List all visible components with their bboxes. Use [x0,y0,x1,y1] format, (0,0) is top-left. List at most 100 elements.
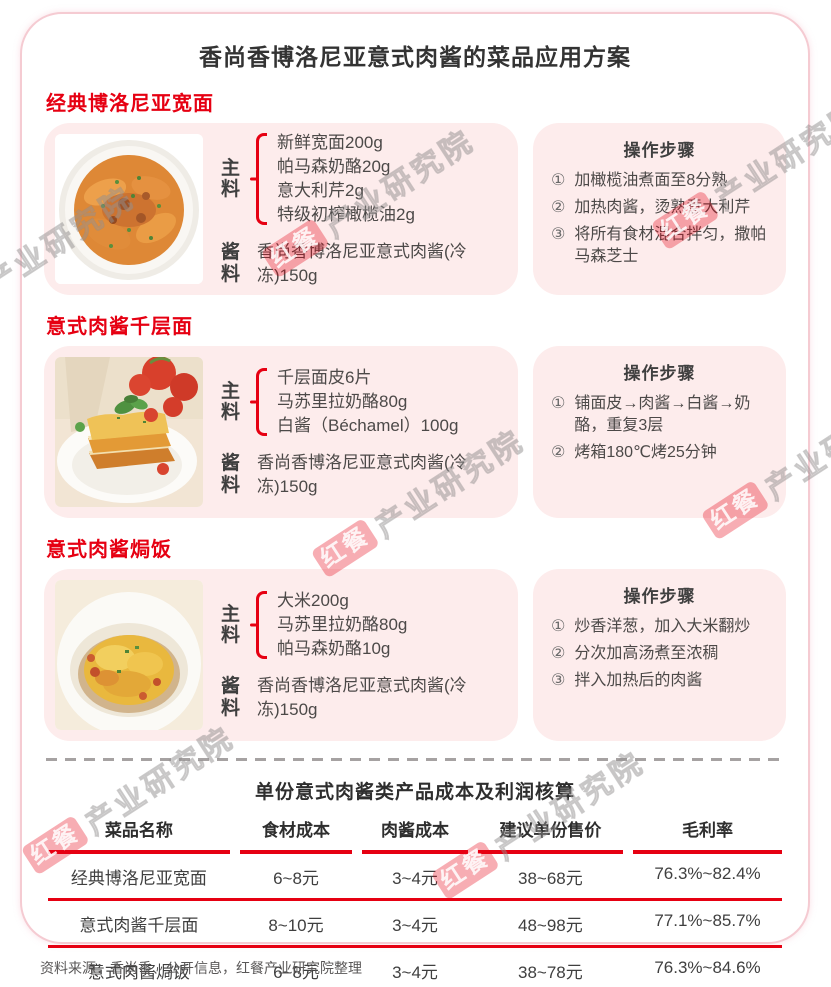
ingredients-panel: 主料 大米200g 马苏里拉奶酪80g 帕马森奶酪10g 酱料 香尚香博洛尼亚意… [44,569,518,741]
column-header: 菜品名称 [48,816,230,854]
step-item: ② 分次加高汤煮至浓稠 [551,643,768,665]
sauce-value: 香尚香博洛尼亚意式肉酱(冷冻)150g [257,676,467,719]
main-ingredients-label: 主料 [221,603,241,647]
main-ingredients-row: 主料 新鲜宽面200g 帕马森奶酪20g 意大利芹2g 特级初榨橄榄油2g [221,131,505,228]
brace-icon [256,367,267,437]
steps-title: 操作步骤 [623,587,696,606]
table-row: 意式肉酱焗饭 6~8元 3~4元 38~78元 76.3%~84.6% [48,948,782,987]
recipe-section-pappardelle: 经典博洛尼亚宽面 [44,87,786,295]
ingredient-item: 大米200g [277,590,349,610]
content-card: 香尚香博洛尼亚意式肉酱的菜品应用方案 经典博洛尼亚宽面 [20,12,810,982]
step-number: ③ [551,672,566,690]
cost-table-title: 单份意式肉酱类产品成本及利润核算 [254,782,575,803]
step-text: 铺面皮→肉酱→白酱→奶酪，重复3层 [574,395,751,435]
recipe-section-lasagna: 意式肉酱千层面 [44,310,786,518]
table-cell: 意式肉酱千层面 [79,916,199,935]
sauce-row: 酱料 香尚香博洛尼亚意式肉酱(冷冻)150g [221,240,505,287]
table-cell: 意式肉酱焗饭 [87,963,190,982]
step-item: ① 铺面皮→肉酱→白酱→奶酪，重复3层 [551,393,768,437]
table-row: 经典博洛尼亚宽面 6~8元 3~4元 38~68元 76.3%~82.4% [48,854,782,901]
step-text: 拌入加热后的肉酱 [574,672,703,690]
sauce-value: 香尚香博洛尼亚意式肉酱(冷冻)150g [257,242,467,285]
recipe-title: 意式肉酱焗饭 [46,539,172,561]
ingredient-item: 千层面皮6片 [277,367,372,387]
step-text: 分次加高汤煮至浓稠 [574,645,719,663]
sauce-value: 香尚香博洛尼亚意式肉酱(冷冻)150g [257,453,467,496]
step-number: ③ [551,226,566,244]
step-number: ① [551,172,566,189]
ingredient-item: 马苏里拉奶酪80g [277,391,408,411]
step-item: ① 加橄榄油煮面至8分熟 [551,170,768,192]
step-number: ② [551,645,566,663]
dashed-divider [46,758,784,761]
step-number: ② [551,444,566,462]
step-item: ① 炒香洋葱，加入大米翻炒 [551,616,768,638]
step-item: ③ 将所有食材混合拌匀，撒帕马森芝士 [551,224,768,268]
step-number: ② [551,199,566,217]
steps-title: 操作步骤 [623,364,696,383]
table-cell: 76.3%~82.4% [654,864,761,883]
table-cell: 3~4元 [392,869,438,888]
step-item: ② 加热肉酱，烫熟意大利芹 [551,197,768,219]
table-cell: 6~8元 [273,963,319,982]
table-cell: 38~68元 [517,869,583,888]
ingredients-panel: 主料 千层面皮6片 马苏里拉奶酪80g 白酱（Béchamel）100g 酱料 … [44,346,518,518]
step-text: 加热肉酱，烫熟意大利芹 [574,199,751,217]
dish-photo-pappardelle-bolognese [55,134,203,284]
sauce-label: 酱料 [221,453,241,496]
steps-panel: 操作步骤 ① 加橄榄油煮面至8分熟 ② 加热肉酱，烫熟意大利芹 ③ 将所有食材混… [533,123,786,295]
sauce-label: 酱料 [221,676,241,719]
table-cell: 76.3%~84.6% [654,958,761,977]
brace-icon [256,132,267,226]
step-number: ① [551,618,566,635]
sauce-label: 酱料 [221,242,241,285]
table-row: 意式肉酱千层面 8~10元 3~4元 48~98元 77.1%~85.7% [48,901,782,948]
step-number: ① [551,395,566,412]
column-header: 食材成本 [239,816,353,854]
ingredient-item: 意大利芹2g [277,181,364,201]
table-cell: 经典博洛尼亚宽面 [70,869,207,888]
ingredients-panel: 主料 新鲜宽面200g 帕马森奶酪20g 意大利芹2g 特级初榨橄榄油2g 酱料 [44,123,518,295]
ingredient-item: 帕马森奶酪10g [277,639,391,659]
table-cell: 6~8元 [273,869,319,888]
steps-panel: 操作步骤 ① 炒香洋葱，加入大米翻炒 ② 分次加高汤煮至浓稠 ③ 拌入加热后的肉… [533,569,786,741]
recipe-title: 意式肉酱千层面 [46,316,193,338]
recipe-section-baked-rice: 意式肉酱焗饭 [44,533,786,741]
ingredient-item: 马苏里拉奶酪80g [277,614,408,634]
table-cell: 8~10元 [268,916,324,935]
table-cell: 3~4元 [392,916,438,935]
steps-panel: 操作步骤 ① 铺面皮→肉酱→白酱→奶酪，重复3层 ② 烤箱180℃烤25分钟 [533,346,786,518]
page-title: 香尚香博洛尼亚意式肉酱的菜品应用方案 [199,44,631,70]
main-ingredients-label: 主料 [221,157,241,201]
source-note: 资料来源：香尚香、公开信息，红餐产业研究院整理 [40,960,362,976]
sauce-row: 酱料 香尚香博洛尼亚意式肉酱(冷冻)150g [221,674,505,721]
table-cell: 3~4元 [392,963,438,982]
ingredient-item: 帕马森奶酪20g [277,156,391,176]
ingredient-item: 新鲜宽面200g [277,132,383,152]
column-header: 肉酱成本 [362,816,468,854]
ingredient-item: 特级初榨橄榄油2g [277,205,415,225]
step-text: 烤箱180℃烤25分钟 [574,444,717,462]
step-text: 加橄榄油煮面至8分熟 [574,172,728,189]
steps-title: 操作步骤 [623,141,696,160]
column-header: 建议单份售价 [477,816,624,854]
brace-icon [256,590,267,660]
table-cell: 48~98元 [517,916,583,935]
table-cell: 77.1%~85.7% [654,911,761,930]
ingredient-item: 白酱（Béchamel）100g [277,416,459,436]
table-cell: 38~78元 [517,963,583,982]
recipe-title: 经典博洛尼亚宽面 [46,93,214,115]
column-header: 毛利率 [633,816,782,854]
dish-photo-baked-rice [55,580,203,730]
step-item: ③ 拌入加热后的肉酱 [551,670,768,692]
step-item: ② 烤箱180℃烤25分钟 [551,442,768,464]
cost-table: 菜品名称 食材成本 肉酱成本 建议单份售价 毛利率 经典博洛尼亚宽面 6~8元 … [48,816,782,987]
dish-photo-lasagna [55,357,203,507]
sauce-row: 酱料 香尚香博洛尼亚意式肉酱(冷冻)150g [221,451,505,498]
step-text: 将所有食材混合拌匀，撒帕马森芝士 [574,226,767,266]
step-text: 炒香洋葱，加入大米翻炒 [574,618,751,635]
table-header-row: 菜品名称 食材成本 肉酱成本 建议单份售价 毛利率 [48,816,782,854]
main-ingredients-label: 主料 [221,380,241,424]
main-ingredients-row: 主料 千层面皮6片 马苏里拉奶酪80g 白酱（Béchamel）100g [221,366,505,438]
